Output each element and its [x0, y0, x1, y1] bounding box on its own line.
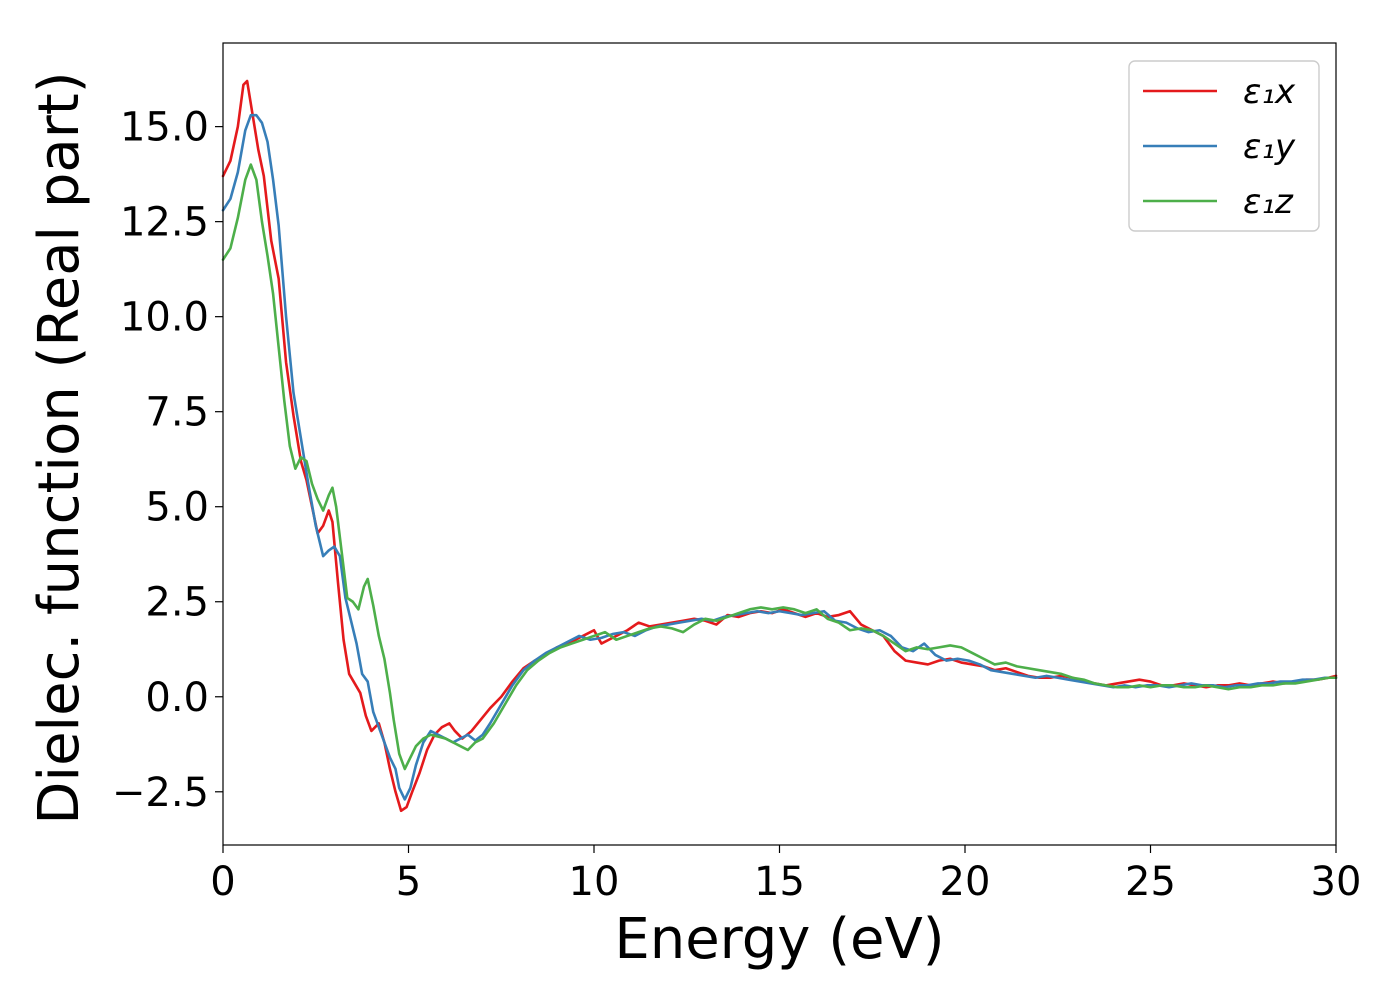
x-tick-label: 15 [754, 859, 805, 905]
legend: ε₁x ε₁y ε₁z [1128, 60, 1320, 232]
x-tick-label: 25 [1125, 859, 1176, 905]
legend-box [1128, 60, 1320, 232]
y-tick-label: 5.0 [145, 485, 209, 531]
y-tick-label: 0.0 [145, 675, 209, 721]
x-tick-label: 5 [396, 859, 421, 905]
legend-entry-label: ε₁x [1243, 72, 1296, 112]
x-axis-label: Energy (eV) [614, 907, 944, 972]
series-line-3 [221, 163, 1338, 771]
y-tick-label: 7.5 [145, 390, 209, 436]
y-tick-label: 12.5 [120, 200, 209, 246]
x-tick-label: 30 [1311, 859, 1362, 905]
x-tick-label: 10 [569, 859, 620, 905]
x-axis-ticks: 0 5 10 15 20 25 30 [210, 845, 1361, 905]
x-tick-label: 0 [210, 859, 235, 905]
x-tick-label: 20 [940, 859, 991, 905]
y-axis-ticks: −2.5 0.0 2.5 5.0 7.5 10.0 12.5 15.0 [112, 105, 223, 816]
y-tick-label: 10.0 [120, 295, 209, 341]
legend-entry-label: ε₁y [1243, 127, 1296, 167]
y-tick-label: 15.0 [120, 105, 209, 151]
legend-entry-label: ε₁z [1243, 182, 1294, 222]
y-axis-label: Dielec. function (Real part) [27, 71, 92, 824]
series-layer [221, 79, 1338, 813]
y-tick-label: 2.5 [145, 580, 209, 626]
y-tick-label: −2.5 [112, 770, 209, 816]
